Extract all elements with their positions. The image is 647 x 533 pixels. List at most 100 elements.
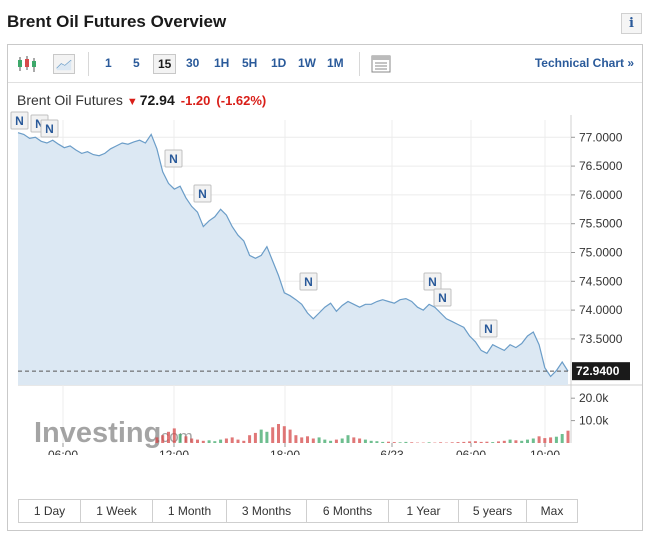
timeframe-1[interactable]: 1 bbox=[105, 56, 112, 70]
volume-bar bbox=[497, 441, 500, 443]
x-tick-label: 10:00 bbox=[530, 448, 560, 455]
range-selector: 1 Day 1 Week 1 Month 3 Months 6 Months 1 Year… bbox=[18, 499, 578, 523]
last-price-label: 72.9400 bbox=[576, 364, 620, 378]
info-icon[interactable]: i bbox=[621, 13, 642, 34]
news-marker-icon bbox=[423, 272, 442, 291]
timeframe-15[interactable]: 15 bbox=[153, 54, 177, 74]
volume-bar bbox=[300, 437, 304, 443]
volume-bar bbox=[554, 436, 558, 443]
y-tick-label: 75.5000 bbox=[579, 217, 623, 231]
news-marker-icon bbox=[299, 272, 318, 291]
range-button-3-months[interactable]: 3 Months bbox=[227, 500, 307, 522]
chart-toolbar: Technical Chart » 1 5 15 30 1H 5H 1D 1W 1M bbox=[8, 45, 642, 83]
volume-bar bbox=[282, 426, 286, 443]
last-price-tag bbox=[572, 362, 630, 381]
volume-tick-label: 20.0k bbox=[579, 391, 609, 405]
timeframe-1w[interactable]: 1W bbox=[298, 56, 316, 70]
volume-bar bbox=[462, 441, 466, 443]
quote-header: Brent Oil Futures ▼ 72.94 -1.20 (-1.62%) bbox=[17, 92, 266, 108]
price-area bbox=[18, 132, 568, 385]
area-chart-icon[interactable] bbox=[53, 54, 75, 74]
range-button-1-day[interactable]: 1 Day bbox=[19, 500, 81, 522]
volume-bar bbox=[531, 438, 535, 443]
volume-bar bbox=[294, 435, 298, 443]
y-tick-label: 76.0000 bbox=[579, 188, 623, 202]
range-button-5-years[interactable]: 5 years bbox=[459, 500, 527, 522]
x-tick-label: 18:00 bbox=[270, 448, 300, 455]
volume-bar bbox=[375, 441, 379, 443]
volume-bar bbox=[456, 442, 460, 443]
y-tick-label: 77.0000 bbox=[579, 130, 623, 144]
volume-bar bbox=[566, 430, 570, 443]
news-marker-label: N bbox=[438, 291, 447, 305]
volume-bar bbox=[161, 435, 165, 443]
volume-bar bbox=[167, 431, 170, 443]
toolbar-separator bbox=[359, 52, 360, 76]
news-marker-icon bbox=[164, 149, 183, 168]
volume-bar bbox=[277, 424, 280, 443]
y-tick-label: 73.5000 bbox=[579, 332, 623, 346]
volume-bar bbox=[190, 438, 194, 443]
timeframe-5h[interactable]: 5H bbox=[242, 56, 258, 70]
price-chart[interactable]: 77.0000 76.5000 76.0000 75.5000 75.0000 74.50… bbox=[8, 45, 642, 455]
volume-bar bbox=[184, 436, 188, 443]
price-change: -1.20 bbox=[180, 93, 211, 108]
timeframe-1d[interactable]: 1D bbox=[271, 56, 287, 70]
range-button-6-months[interactable]: 6 Months bbox=[307, 500, 389, 522]
volume-bar bbox=[560, 434, 564, 443]
timeframe-1h[interactable]: 1H bbox=[214, 56, 230, 70]
range-button-1-year[interactable]: 1 Year bbox=[389, 500, 459, 522]
news-marker-label: N bbox=[484, 322, 493, 336]
volume-bar bbox=[508, 439, 512, 443]
volume-bar bbox=[468, 441, 472, 443]
volume-bar bbox=[323, 439, 327, 443]
technical-chart-link[interactable]: Technical Chart » bbox=[534, 56, 634, 70]
volume-bar bbox=[178, 434, 182, 443]
news-marker-label: N bbox=[198, 187, 207, 201]
news-marker-label: N bbox=[169, 152, 178, 166]
volume-bar bbox=[265, 431, 269, 443]
volume-bar bbox=[491, 442, 495, 443]
price-line bbox=[17, 132, 569, 378]
y-tick-label: 74.0000 bbox=[579, 303, 623, 317]
range-button-max[interactable]: Max bbox=[527, 500, 577, 522]
volume-bar bbox=[271, 427, 275, 443]
volume-bar bbox=[363, 439, 367, 443]
news-marker-label: N bbox=[15, 114, 24, 128]
news-marker-icon bbox=[40, 119, 59, 138]
down-arrow-icon: ▼ bbox=[126, 96, 138, 108]
volume-bar bbox=[288, 429, 292, 443]
volume-bar bbox=[236, 439, 240, 443]
timeframe-30[interactable]: 30 bbox=[186, 56, 200, 70]
volume-bar bbox=[439, 442, 443, 443]
x-tick-label: 12:00 bbox=[159, 448, 189, 455]
range-button-1-week[interactable]: 1 Week bbox=[81, 500, 153, 522]
volume-bar bbox=[473, 441, 477, 443]
volume-bar bbox=[340, 438, 344, 443]
volume-bar bbox=[352, 437, 356, 443]
news-marker-icon bbox=[433, 288, 452, 307]
volume-bar bbox=[346, 435, 350, 443]
volume-bar bbox=[549, 437, 553, 443]
range-button-1-month[interactable]: 1 Month bbox=[153, 500, 227, 522]
volume-bar bbox=[201, 440, 205, 443]
chart-settings-icon[interactable] bbox=[370, 54, 392, 74]
volume-bar bbox=[502, 440, 506, 443]
volume-bar bbox=[259, 429, 263, 443]
candlestick-icon[interactable] bbox=[16, 54, 38, 74]
volume-bar bbox=[224, 438, 228, 443]
timeframe-1m[interactable]: 1M bbox=[327, 56, 344, 70]
timeframe-5[interactable]: 5 bbox=[133, 56, 140, 70]
watermark-logo: Investing bbox=[34, 417, 161, 449]
volume-bar bbox=[381, 441, 385, 443]
volume-bar bbox=[450, 442, 454, 443]
volume-bar bbox=[520, 440, 524, 443]
volume-bar bbox=[219, 439, 223, 443]
volume-bar bbox=[306, 436, 309, 443]
volume-bar bbox=[392, 442, 396, 443]
news-marker-label: N bbox=[45, 122, 54, 136]
volume-bar bbox=[248, 435, 252, 443]
volume-bar bbox=[172, 428, 176, 443]
volume-bar bbox=[404, 441, 408, 443]
volume-bar bbox=[398, 442, 402, 443]
